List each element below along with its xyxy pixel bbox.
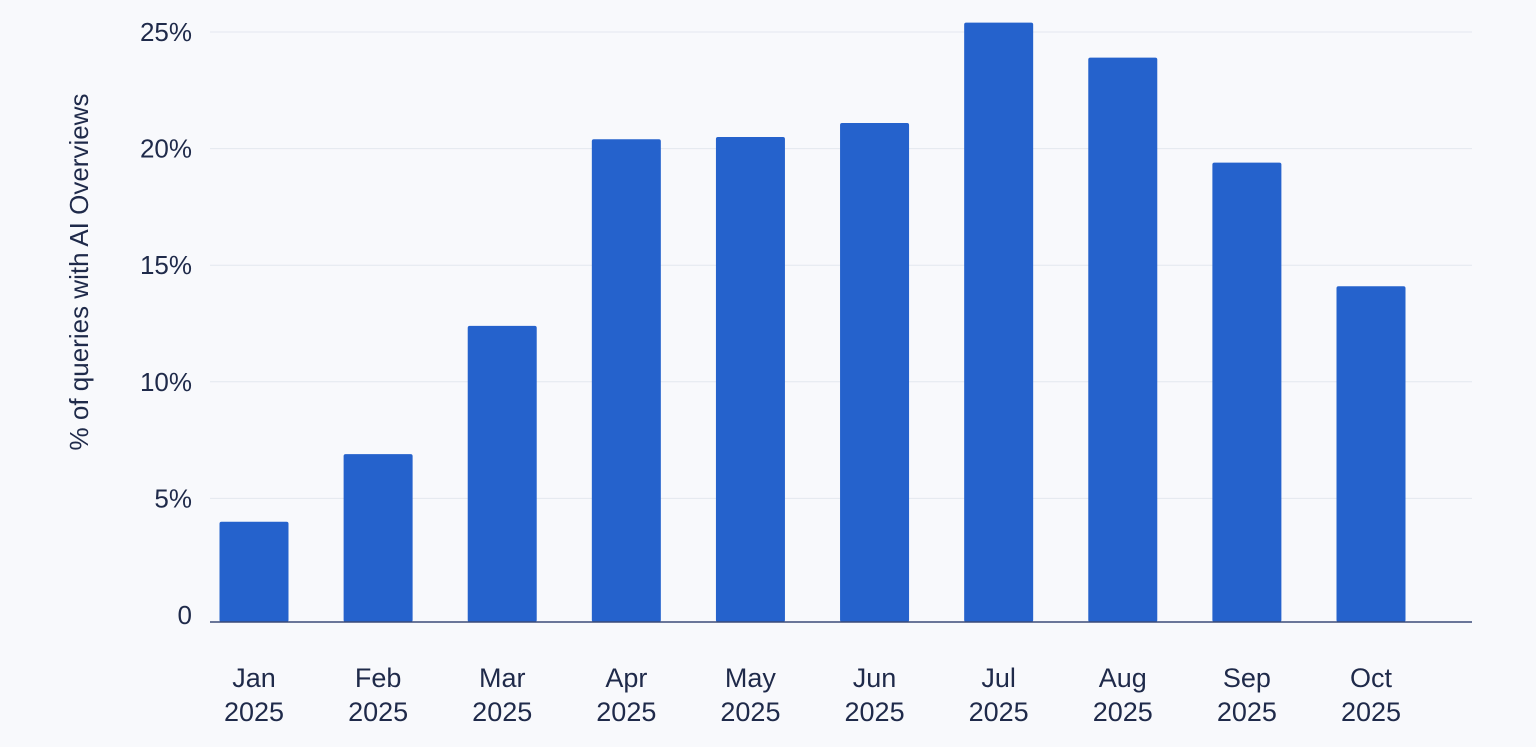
x-axis-ticks: Jan 2025 Feb 2025 Mar 2025 Apr 2025 May 2025 Jun 20… xyxy=(224,663,1401,727)
bar-may-2025 xyxy=(715,136,785,622)
y-tick-label: 15% xyxy=(140,250,192,280)
x-tick-label: Feb xyxy=(355,663,402,693)
x-tick-label: Jan xyxy=(232,663,276,693)
bar-feb-2025 xyxy=(343,454,413,622)
x-tick-label: 2025 xyxy=(720,697,780,727)
x-tick-label: May xyxy=(725,663,777,693)
y-axis-ticks: 0 5% 10% 15% 20% 25% xyxy=(140,17,192,630)
y-tick-label: 20% xyxy=(140,134,192,164)
x-tick-label: 2025 xyxy=(1341,697,1401,727)
x-tick-label: Jun xyxy=(853,663,897,693)
x-tick-label: 2025 xyxy=(845,697,905,727)
x-tick-label: Jul xyxy=(981,663,1016,693)
x-tick-label: 2025 xyxy=(1217,697,1277,727)
bar-oct-2025 xyxy=(1336,286,1406,622)
x-tick-label: 2025 xyxy=(348,697,408,727)
bar-mar-2025 xyxy=(467,325,537,622)
bar-jul-2025 xyxy=(964,22,1034,623)
x-tick-label: Sep xyxy=(1223,663,1271,693)
x-tick-label: 2025 xyxy=(1093,697,1153,727)
x-tick-label: 2025 xyxy=(224,697,284,727)
x-tick-label: Mar xyxy=(479,663,526,693)
bar-jan-2025 xyxy=(219,521,289,622)
bars xyxy=(219,22,1406,623)
y-tick-label: 25% xyxy=(140,17,192,47)
bar-sep-2025 xyxy=(1212,162,1282,623)
x-tick-label: 2025 xyxy=(596,697,656,727)
bar-jun-2025 xyxy=(840,122,910,622)
y-axis-label: % of queries with AI Overviews xyxy=(64,94,94,451)
x-tick-label: Apr xyxy=(605,663,647,693)
bar-aug-2025 xyxy=(1088,57,1158,623)
x-tick-label: 2025 xyxy=(472,697,532,727)
y-tick-label: 0 xyxy=(178,600,192,630)
y-tick-label: 10% xyxy=(140,367,192,397)
x-tick-label: 2025 xyxy=(969,697,1029,727)
x-tick-label: Oct xyxy=(1350,663,1393,693)
x-tick-label: Aug xyxy=(1099,663,1147,693)
bar-apr-2025 xyxy=(591,139,661,622)
y-tick-label: 5% xyxy=(154,483,192,513)
